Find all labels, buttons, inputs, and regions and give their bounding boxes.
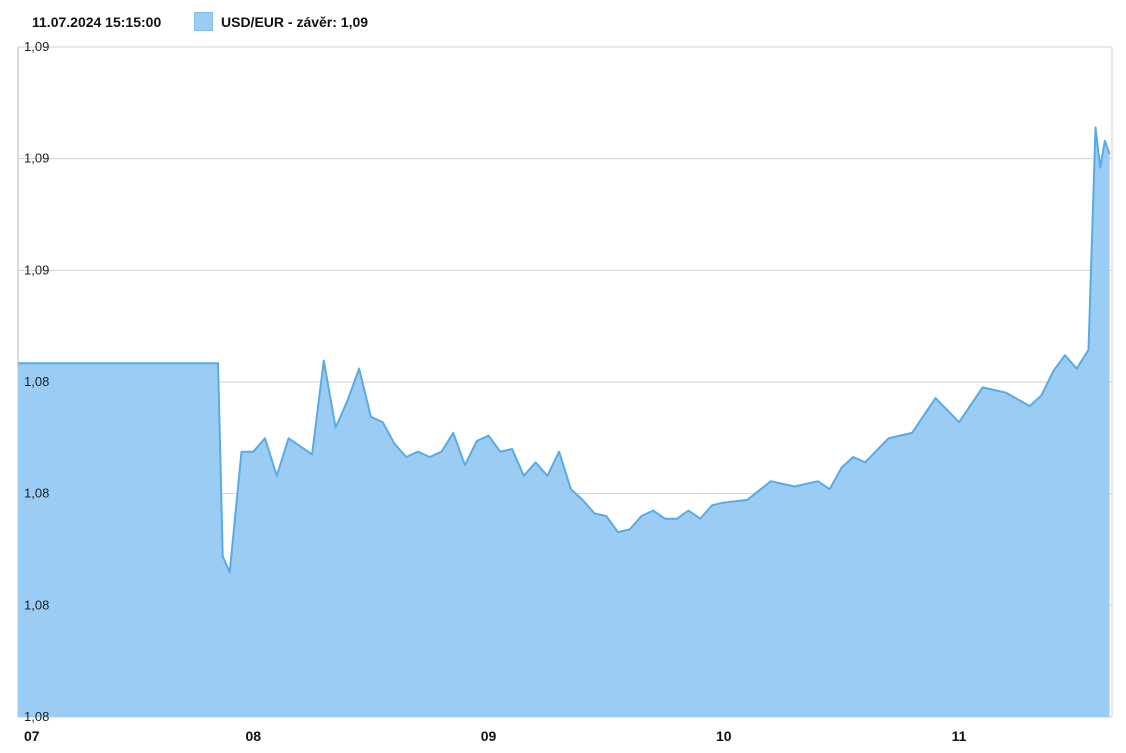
chart-header: 11.07.2024 15:15:00 USD/EUR - závěr: 1,0…	[0, 0, 1126, 44]
x-tick-label: 10	[716, 728, 732, 744]
y-axis: 1,08 1,08 1,08 1,08 1,09 1,09 1,09	[24, 39, 49, 724]
y-tick-label: 1,09	[24, 151, 49, 166]
x-tick-label: 09	[481, 728, 497, 744]
x-tick-label: 11	[952, 728, 967, 744]
area-series-line	[18, 126, 1111, 574]
area-series-fill[interactable]	[18, 127, 1110, 717]
legend[interactable]: USD/EUR - závěr: 1,09	[194, 12, 368, 31]
y-tick-label: 1,08	[24, 374, 49, 389]
y-tick-label: 1,09	[24, 39, 49, 54]
y-tick-label: 1,08	[24, 597, 49, 612]
y-tick-label: 1,09	[24, 262, 49, 277]
x-tick-label: 08	[245, 728, 261, 744]
x-axis: 07 08 09 10 11	[24, 728, 967, 744]
timestamp: 11.07.2024 15:15:00	[32, 14, 162, 30]
y-tick-label: 1,08	[24, 486, 49, 501]
legend-label[interactable]: USD/EUR - závěr: 1,09	[221, 13, 369, 30]
y-tick-label: 1,08	[24, 709, 49, 724]
x-tick-label: 07	[24, 728, 40, 744]
legend-swatch[interactable]	[194, 12, 213, 31]
